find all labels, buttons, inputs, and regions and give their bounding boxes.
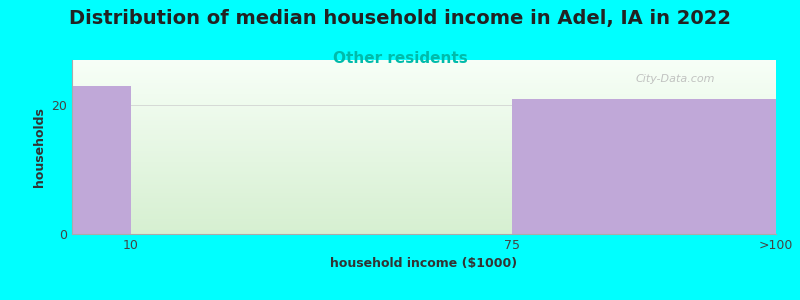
Bar xyxy=(512,99,776,234)
Bar xyxy=(72,86,130,234)
X-axis label: household income ($1000): household income ($1000) xyxy=(330,257,518,270)
Text: City-Data.com: City-Data.com xyxy=(635,74,714,84)
Y-axis label: households: households xyxy=(33,107,46,187)
Text: Distribution of median household income in Adel, IA in 2022: Distribution of median household income … xyxy=(69,9,731,28)
Text: Other residents: Other residents xyxy=(333,51,467,66)
